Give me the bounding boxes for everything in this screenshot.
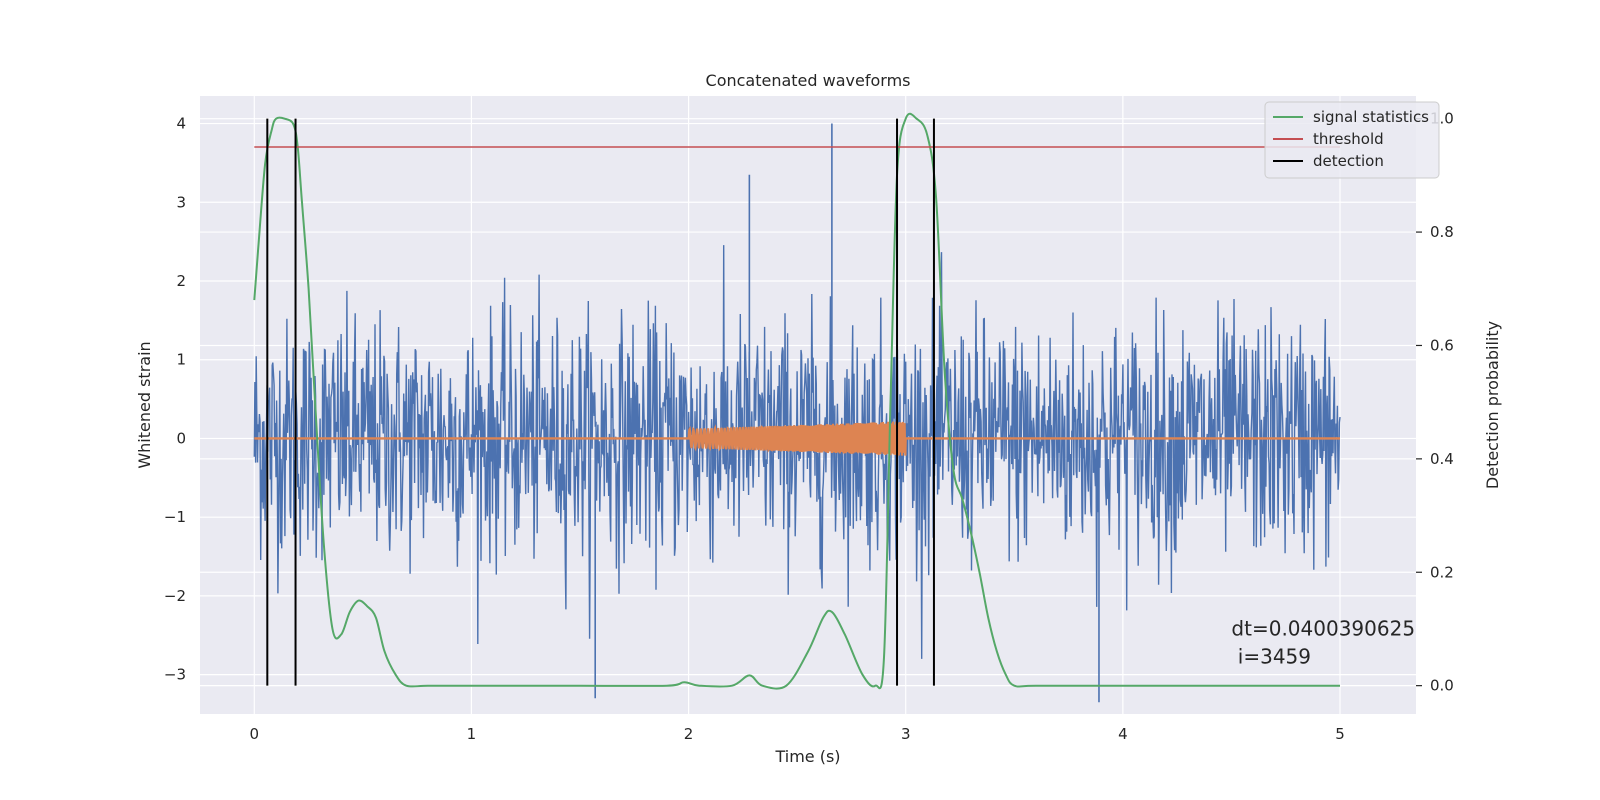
chart-title: Concatenated waveforms bbox=[706, 71, 911, 90]
annotation-i: i=3459 bbox=[1231, 644, 1311, 668]
series-signal-statistics-line bbox=[253, 112, 1340, 690]
y-right-tick-label: 0.0 bbox=[1430, 677, 1454, 695]
legend-label: signal statistics bbox=[1313, 108, 1429, 126]
y-right-tick-label: 0.2 bbox=[1430, 563, 1454, 581]
x-tick-label: 2 bbox=[684, 725, 694, 743]
legend-box bbox=[1264, 101, 1440, 179]
x-tick-label: 3 bbox=[901, 725, 911, 743]
series-layer bbox=[253, 112, 1341, 703]
y-tick-label: 3 bbox=[176, 193, 186, 211]
y-tick-label: 4 bbox=[176, 115, 186, 133]
x-tick-label: 5 bbox=[1335, 725, 1345, 743]
annotation-dt: dt=0.0400390625 bbox=[1231, 616, 1415, 640]
y-right-tick-label: 0.8 bbox=[1430, 223, 1454, 241]
y-axis-label: Whitened strain bbox=[135, 341, 154, 468]
legend-label: detection bbox=[1313, 152, 1384, 170]
legend: signal statistics threshold detection bbox=[1264, 101, 1440, 179]
series-injected-waveform-chirp bbox=[687, 421, 907, 456]
y-tick-label: 0 bbox=[176, 429, 186, 447]
y-tick-label: −2 bbox=[164, 587, 186, 605]
y-tick-label: −3 bbox=[164, 666, 186, 684]
y-tick-label: 1 bbox=[176, 351, 186, 369]
y-axis-right-label: Detection probability bbox=[1483, 321, 1502, 489]
x-tick-label: 0 bbox=[250, 725, 260, 743]
y-tick-label: −1 bbox=[164, 508, 186, 526]
y-tick-label: 2 bbox=[176, 272, 186, 290]
y-right-tick-label: 0.4 bbox=[1430, 450, 1454, 468]
x-axis-label: Time (s) bbox=[774, 747, 840, 766]
legend-label: threshold bbox=[1313, 130, 1384, 148]
x-tick-label: 1 bbox=[467, 725, 477, 743]
y-right-tick-label: 0.6 bbox=[1430, 336, 1454, 354]
series-whitened-strain-line bbox=[253, 245, 1341, 659]
x-tick-label: 4 bbox=[1118, 725, 1128, 743]
